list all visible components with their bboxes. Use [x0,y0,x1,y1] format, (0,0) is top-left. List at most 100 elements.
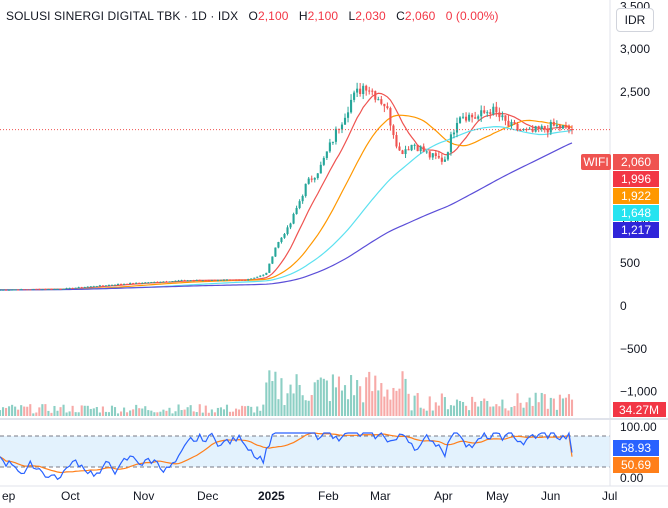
candle-body [189,280,192,282]
candle-body [458,117,462,123]
volume-bar [552,398,555,416]
time-axis-label: Apr [434,489,453,503]
volume-bar [480,400,483,416]
volume-bar [419,407,422,416]
price-tag-box [613,154,659,170]
candle-body [564,125,568,127]
volume-bar [113,407,117,416]
candle-body [404,149,407,155]
volume-bar [129,410,132,416]
volume-bar [455,399,459,416]
volume-bar [174,411,177,416]
volume-bar [147,410,150,416]
low-value: 2,030 [355,9,386,23]
volume-bar [316,379,319,416]
volume-bar [189,405,192,416]
candle-body [522,128,525,131]
volume-bar [570,399,574,416]
ticker-tag: WIFI [581,154,611,170]
volume-bar [350,375,353,416]
volume-bar [141,408,144,416]
candle-body [555,125,558,127]
volume-bar [165,410,168,416]
volume-bar [555,409,558,416]
low-label: L [348,9,356,23]
volume-bar [235,408,238,416]
volume-bar [446,409,449,416]
volume-bar [392,387,395,416]
price-tag-label: 1,217 [621,223,651,237]
rsi-band [0,436,610,467]
volume-bar [468,410,471,416]
symbol-legend[interactable]: SOLUSI SINERGI DIGITAL TBK · 1D · IDX O2… [6,9,499,23]
time-axis[interactable]: ep Oct Nov Dec 2025 Feb Mar Apr May Jun Jul [2,489,617,503]
volume-bar [440,393,443,416]
candle-body [74,287,77,289]
volume-bar [38,407,41,416]
volume-bar [471,396,474,416]
candle-body [268,263,271,273]
candle-body [510,122,513,127]
candle-body [65,288,68,290]
volume-bar [343,385,347,416]
candle-body [567,125,571,130]
rsi-ma-line [0,432,573,474]
candle-body [207,280,210,282]
candle-body [198,279,201,281]
volume-bars [0,370,574,416]
volume-bar [540,392,543,416]
volume-bar [244,406,247,416]
volume-bar [483,398,486,416]
candle-body [8,289,11,291]
candle-body [71,287,74,289]
candle-body [513,122,516,124]
candle-body [95,286,98,288]
candle-body [262,274,265,276]
moving-average-line-3 [0,126,573,291]
volume-bar [398,388,401,416]
volume-bar [531,405,534,416]
candle-body [304,183,307,196]
rsi-line [0,431,573,481]
currency-button[interactable]: IDR [616,8,654,32]
volume-bar [368,371,371,416]
candle-body [147,282,150,284]
candle-body [498,112,501,118]
candle-body [116,284,120,286]
volume-bar [449,405,452,416]
volume-bar [410,410,413,416]
candle-body [325,151,328,158]
candle-body [395,135,398,147]
volume-bar [443,397,446,416]
candle-body [340,124,344,130]
volume-bar [319,377,322,416]
candle-body [389,108,392,126]
candle-body [156,281,159,283]
volume-bar [537,402,540,416]
candle-body [334,128,337,142]
volume-bar [156,412,159,416]
open-value: 2,100 [257,9,289,23]
price-tag-box [613,222,659,238]
open-label: O [248,9,258,23]
volume-bar [23,406,26,416]
volume-bar [265,382,268,416]
candle-body [135,282,138,284]
volume-bar [219,407,222,416]
candle-body [86,286,89,288]
price-candles [0,82,574,291]
volume-bar [289,384,292,416]
candle-body [525,128,528,130]
candle-body [570,129,574,131]
candle-body [174,280,177,282]
candle-body [368,90,371,92]
candle-body [461,116,465,118]
volume-bar [498,406,501,416]
rsi-value-tag: 58.93 [613,440,659,456]
candle-body [256,276,259,278]
volume-bar [374,375,377,416]
candle-body [62,288,65,290]
candle-body [356,88,359,93]
volume-bar [268,370,271,416]
